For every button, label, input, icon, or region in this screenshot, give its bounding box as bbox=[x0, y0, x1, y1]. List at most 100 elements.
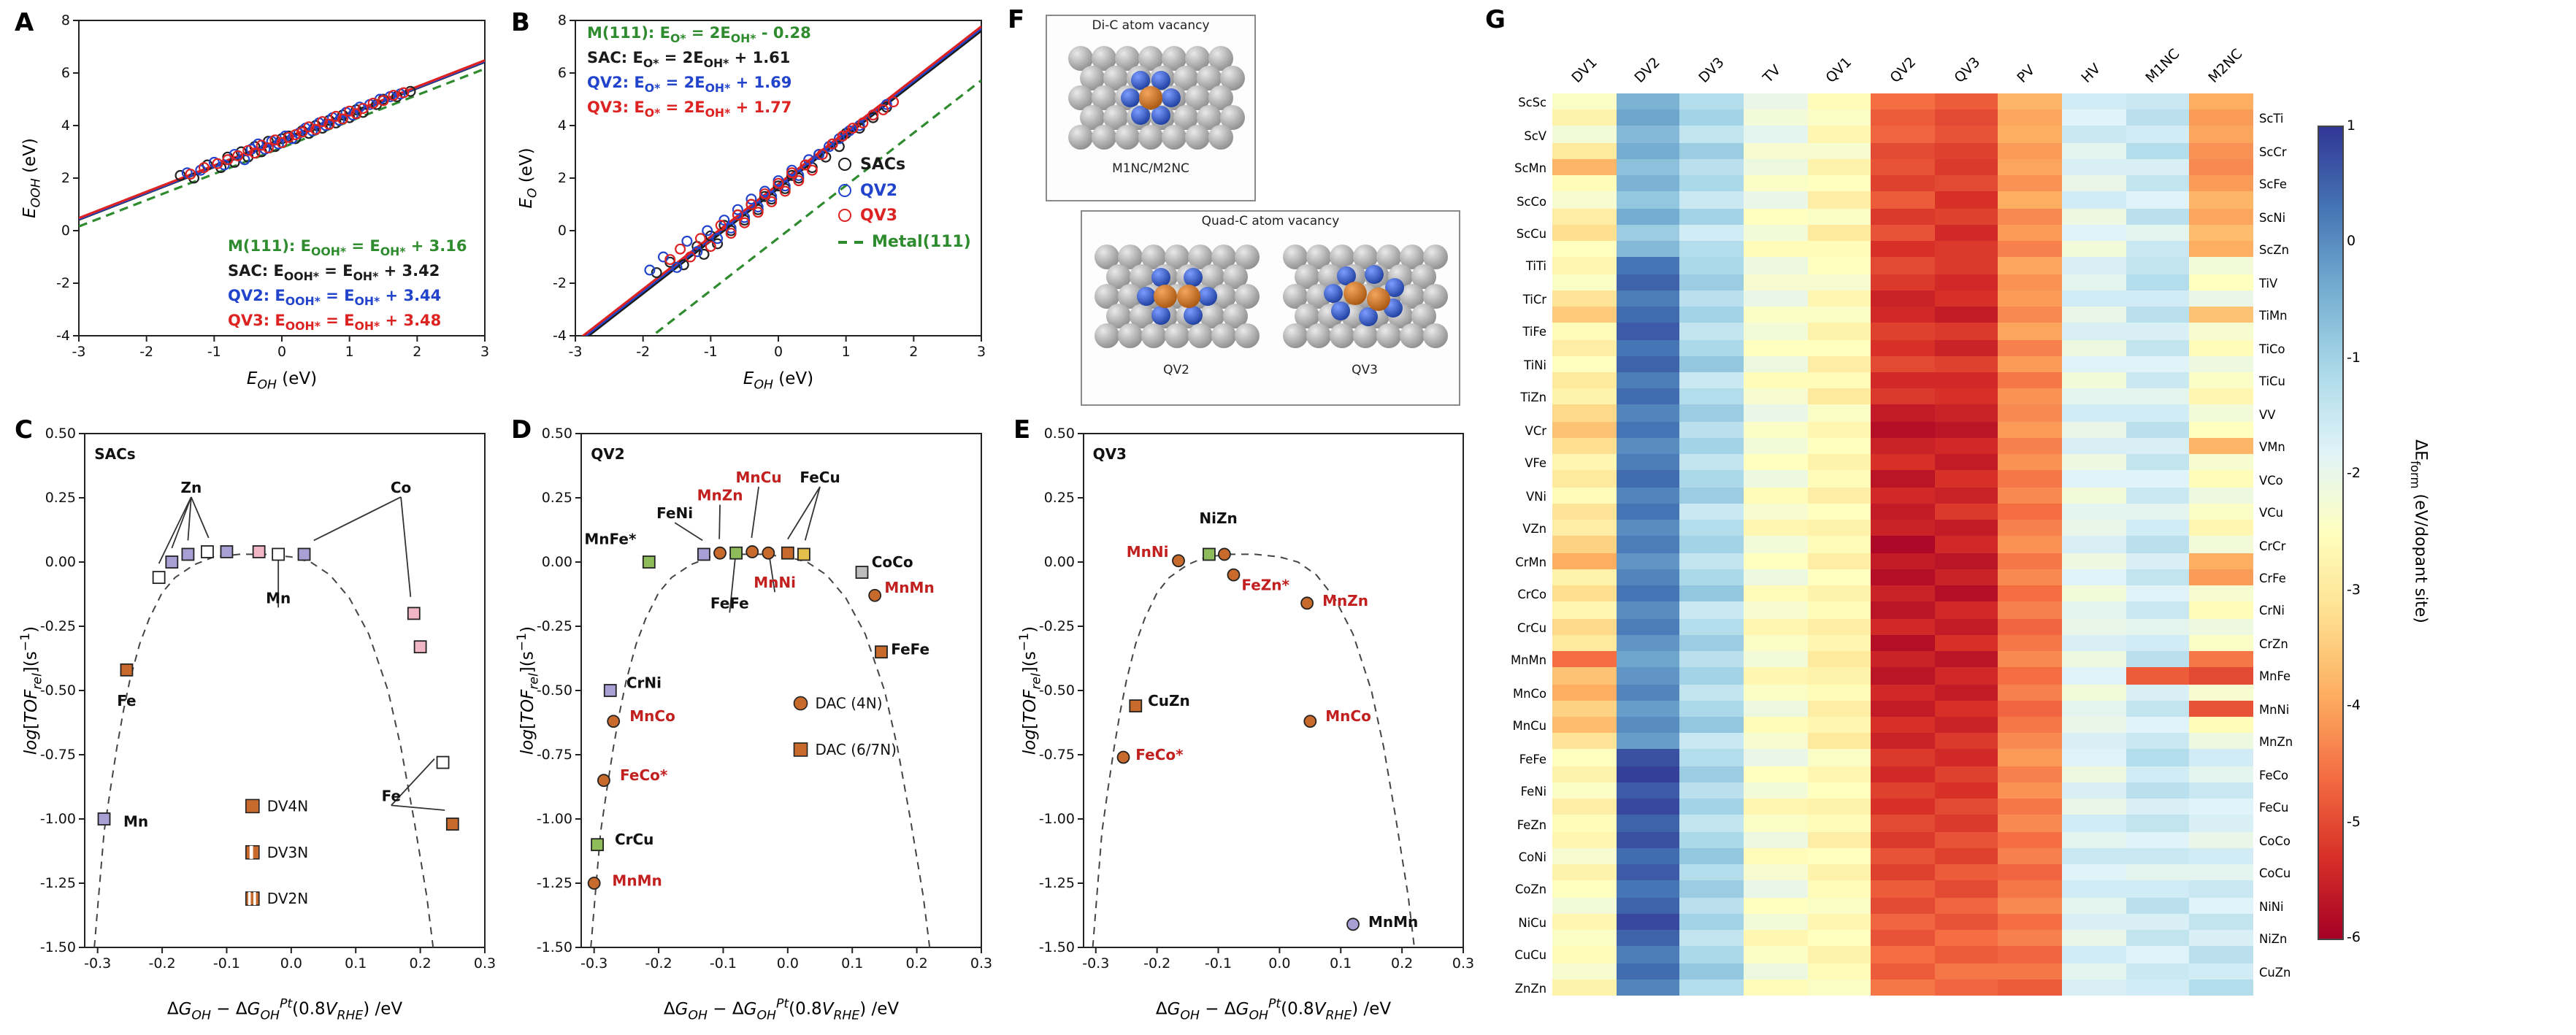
carbon-atom bbox=[1294, 304, 1319, 328]
heatmap-cell bbox=[1552, 815, 1617, 833]
point-label: Fe bbox=[117, 692, 136, 709]
heatmap-row-label: VCo bbox=[2259, 472, 2283, 488]
heatmap-cell bbox=[1998, 585, 2063, 603]
heatmap-row-label: TiNi bbox=[1524, 357, 1546, 372]
heatmap-cell bbox=[1998, 142, 2063, 160]
heatmap-cell bbox=[1743, 913, 1809, 931]
heatmap-row-label: CrFe bbox=[2259, 570, 2286, 585]
point-label: MnCo bbox=[1325, 707, 1371, 725]
heatmap-cell bbox=[1679, 651, 1744, 669]
heatmap-row-label: CoCu bbox=[2259, 866, 2291, 881]
heatmap-cell bbox=[1679, 388, 1744, 406]
heatmap-cell bbox=[2125, 388, 2190, 406]
heatmap-row-label: ScV bbox=[1524, 128, 1546, 143]
point-label: CoCo bbox=[872, 553, 913, 571]
heatmap-cell bbox=[1934, 946, 1999, 964]
tick-label: -0.2 bbox=[1143, 955, 1170, 971]
scatter-point bbox=[256, 139, 267, 151]
scatter-point bbox=[644, 264, 656, 276]
heatmap-cell bbox=[2189, 372, 2254, 390]
heatmap-row-label: MnCo bbox=[1513, 685, 1546, 701]
heatmap-cell bbox=[1934, 109, 1999, 127]
heatmap-cell bbox=[1616, 142, 1681, 160]
carbon-atom bbox=[1103, 66, 1128, 91]
heatmap-cell bbox=[1743, 355, 1809, 374]
heatmap-cell bbox=[1679, 323, 1744, 341]
heatmap-cell bbox=[1552, 191, 1617, 209]
heatmap-cell bbox=[1998, 749, 2063, 767]
tick-label: 3 bbox=[977, 344, 986, 360]
scatter-point bbox=[685, 251, 697, 263]
scatter-point bbox=[800, 159, 811, 171]
heatmap-cell bbox=[1743, 487, 1809, 504]
carbon-atom bbox=[1399, 284, 1424, 309]
tick-label: 0.50 bbox=[45, 426, 76, 442]
metal-atom bbox=[1366, 288, 1389, 311]
equation-line: QV2: EOOH* = EOH* + 3.44 bbox=[228, 287, 442, 308]
scatter-point bbox=[377, 95, 389, 107]
tick-label: 4 bbox=[558, 118, 567, 134]
carbon-atom bbox=[1117, 284, 1142, 309]
heatmap-cell bbox=[1871, 601, 1936, 620]
heatmap-cell bbox=[1552, 799, 1617, 816]
heatmap-cell bbox=[1934, 339, 1999, 357]
panel-a-xlabel: EOH (eV) bbox=[246, 368, 318, 393]
heatmap-cell bbox=[1934, 716, 1999, 734]
heatmap-cell bbox=[1998, 963, 2063, 980]
tick-label: -0.75 bbox=[537, 747, 572, 763]
heatmap-row-label: ScSc bbox=[1518, 95, 1546, 110]
heatmap-cell bbox=[2062, 553, 2127, 570]
tick-label: -2 bbox=[139, 344, 153, 360]
heatmap-cell bbox=[1871, 831, 1936, 849]
heatmap-cell bbox=[1743, 388, 1809, 406]
heatmap-cell bbox=[1807, 503, 1872, 521]
heatmap-cell bbox=[1552, 323, 1617, 341]
heatmap-cell bbox=[2125, 470, 2190, 488]
panel-b-label: B bbox=[511, 9, 530, 38]
heatmap-cell bbox=[2125, 224, 2190, 242]
nitrogen-atom bbox=[1151, 71, 1170, 90]
scatter-point bbox=[847, 123, 859, 134]
heatmap-cell bbox=[2062, 454, 2127, 472]
heatmap-row-label: MnNi bbox=[2259, 701, 2290, 717]
heatmap-cell bbox=[1871, 766, 1936, 783]
legend-marker bbox=[793, 696, 808, 711]
heatmap-cell bbox=[1934, 175, 1999, 193]
point-label: Co bbox=[391, 479, 411, 496]
point-label: CrCu bbox=[615, 831, 653, 848]
point-label: MnCo bbox=[629, 707, 675, 725]
heatmap-cell bbox=[1998, 897, 2063, 915]
heatmap-cell bbox=[1807, 142, 1872, 160]
heatmap-cell bbox=[2189, 536, 2254, 554]
volcano-point bbox=[120, 663, 134, 677]
carbon-atom bbox=[1329, 323, 1354, 348]
heatmap-cell bbox=[1871, 847, 1936, 866]
heatmap-cell bbox=[2189, 782, 2254, 800]
heatmap-cell bbox=[1871, 224, 1936, 242]
nitrogen-atom bbox=[1131, 106, 1150, 125]
heatmap-cell bbox=[1616, 930, 1681, 947]
heatmap-cell bbox=[1934, 831, 1999, 849]
heatmap-cell bbox=[2062, 241, 2127, 258]
nitrogen-atom bbox=[1364, 265, 1383, 284]
point-label: FeZn* bbox=[1241, 577, 1289, 594]
heatmap-cell bbox=[1934, 142, 1999, 160]
colorbar-tick-label: 1 bbox=[2347, 118, 2356, 134]
heatmap-cell bbox=[2125, 487, 2190, 504]
heatmap-cell bbox=[2189, 963, 2254, 980]
carbon-atom bbox=[1376, 323, 1400, 348]
heatmap-cell bbox=[1871, 355, 1936, 374]
carbon-atom bbox=[1199, 264, 1224, 289]
heatmap-cell bbox=[1807, 749, 1872, 767]
heatmap-cell bbox=[1934, 307, 1999, 324]
heatmap-cell bbox=[1871, 520, 1936, 537]
equation-line: QV3: EO* = 2EOH* + 1.77 bbox=[587, 99, 792, 120]
heatmap-cell bbox=[1934, 569, 1999, 587]
heatmap-cell bbox=[1552, 864, 1617, 882]
heatmap-cell bbox=[1998, 372, 2063, 390]
heatmap-cell bbox=[2062, 749, 2127, 767]
scatter-point bbox=[843, 125, 855, 136]
carbon-atom bbox=[1282, 323, 1307, 348]
heatmap-cell bbox=[1552, 520, 1617, 537]
heatmap-cell bbox=[1616, 815, 1681, 833]
